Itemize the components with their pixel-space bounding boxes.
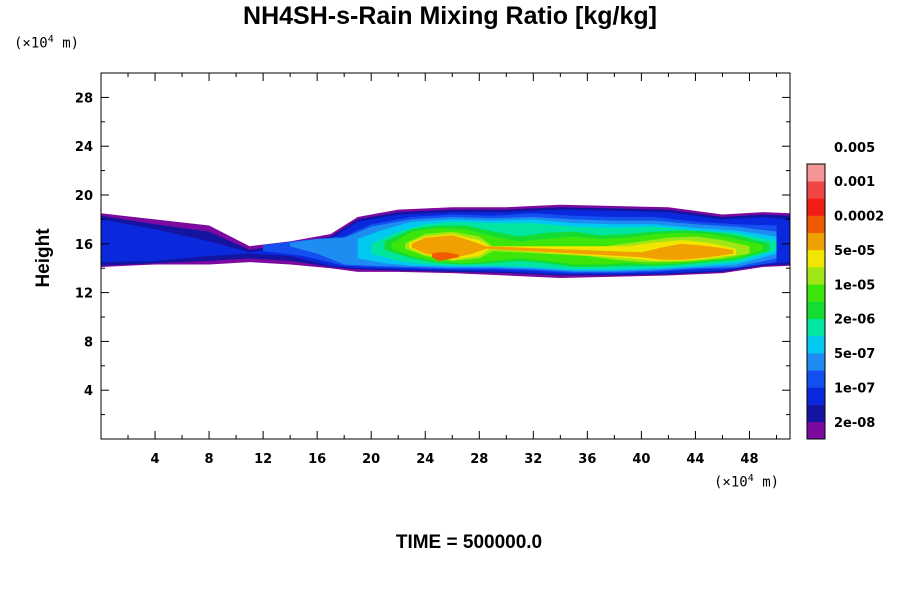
x-tick-label: 12 (254, 452, 272, 467)
x-tick-label: 32 (524, 452, 542, 467)
plot-frame (100, 72, 791, 440)
y-axis-ticks: 4 8 12 16 20 24 28 (75, 72, 790, 416)
time-footer: TIME = 500000.0 (395, 532, 543, 553)
colorbar-label: 1e-07 (834, 381, 875, 396)
colorbar-swatch (807, 404, 825, 423)
y-unit-exponent: 4 (47, 34, 54, 45)
y-tick-label: 8 (84, 335, 93, 350)
x-tick-label: 24 (416, 452, 434, 467)
colorbar-swatch (807, 301, 825, 319)
x-tick-label: 8 (205, 452, 214, 467)
x-tick-label: 16 (308, 452, 326, 467)
chart-title: NH4SH-s-Rain Mixing Ratio [kg/kg] (243, 2, 657, 30)
colorbar-label: 0.0002 (834, 210, 884, 225)
colorbar-label: 2e-08 (834, 416, 875, 431)
x-tick-label: 36 (578, 452, 596, 467)
colorbar-swatch (807, 249, 825, 268)
colorbar-swatch (807, 284, 825, 302)
y-tick-label: 24 (75, 140, 93, 155)
y-tick-label: 4 (84, 384, 93, 399)
x-unit-symbol: m (762, 474, 771, 491)
colorbar-swatch (807, 164, 825, 182)
colorbar-label: 5e-07 (834, 347, 875, 362)
colorbar-swatch (807, 267, 825, 285)
y-tick-label: 12 (75, 287, 93, 302)
x-unit-base: 10 (730, 474, 748, 491)
colorbar-frame (806, 163, 826, 440)
x-tick-label: 4 (151, 452, 160, 467)
colorbar-swatch (807, 387, 825, 405)
y-tick-label: 28 (75, 91, 93, 106)
colorbar-label: 5e-05 (834, 244, 875, 259)
y-tick-label: 20 (75, 189, 93, 204)
colorbar-label: 0.005 (834, 141, 875, 156)
colorbar-swatch (807, 318, 825, 337)
y-axis-unit: (×104 m) (14, 34, 80, 52)
colorbar-swatch (807, 370, 825, 388)
colorbar-swatch (807, 335, 825, 354)
colorbar-swatch (807, 198, 825, 216)
field-layer-11 (411, 235, 734, 260)
y-unit-symbol: m (62, 35, 71, 52)
x-tick-label: 44 (686, 452, 704, 467)
y-unit-base: 10 (30, 35, 48, 52)
colorbar-swatch (807, 215, 825, 234)
colorbar-label: 2e-06 (834, 313, 875, 328)
x-unit-exponent: 4 (747, 473, 754, 484)
colorbar-swatch (807, 421, 825, 440)
field-layer-12 (432, 252, 459, 261)
colorbar-label: 0.001 (834, 175, 875, 190)
colorbar-swatch (807, 232, 825, 251)
x-axis-unit: (×104 m) (714, 473, 780, 491)
x-tick-label: 40 (632, 452, 650, 467)
x-axis-ticks: 4 8 12 16 20 24 28 32 36 40 44 48 (127, 73, 777, 467)
colorbar-swatch (807, 353, 825, 371)
x-tick-label: 48 (740, 452, 758, 467)
x-tick-label: 20 (362, 452, 380, 467)
colorbar-label: 1e-05 (834, 278, 875, 293)
y-tick-label: 16 (75, 238, 93, 253)
field-layers (101, 204, 790, 278)
x-tick-label: 28 (470, 452, 488, 467)
colorbar: 2e-08 1e-07 5e-07 2e-06 1e-05 5e-05 0.0002 0.00… (806, 141, 884, 440)
colorbar-swatch (807, 181, 825, 199)
